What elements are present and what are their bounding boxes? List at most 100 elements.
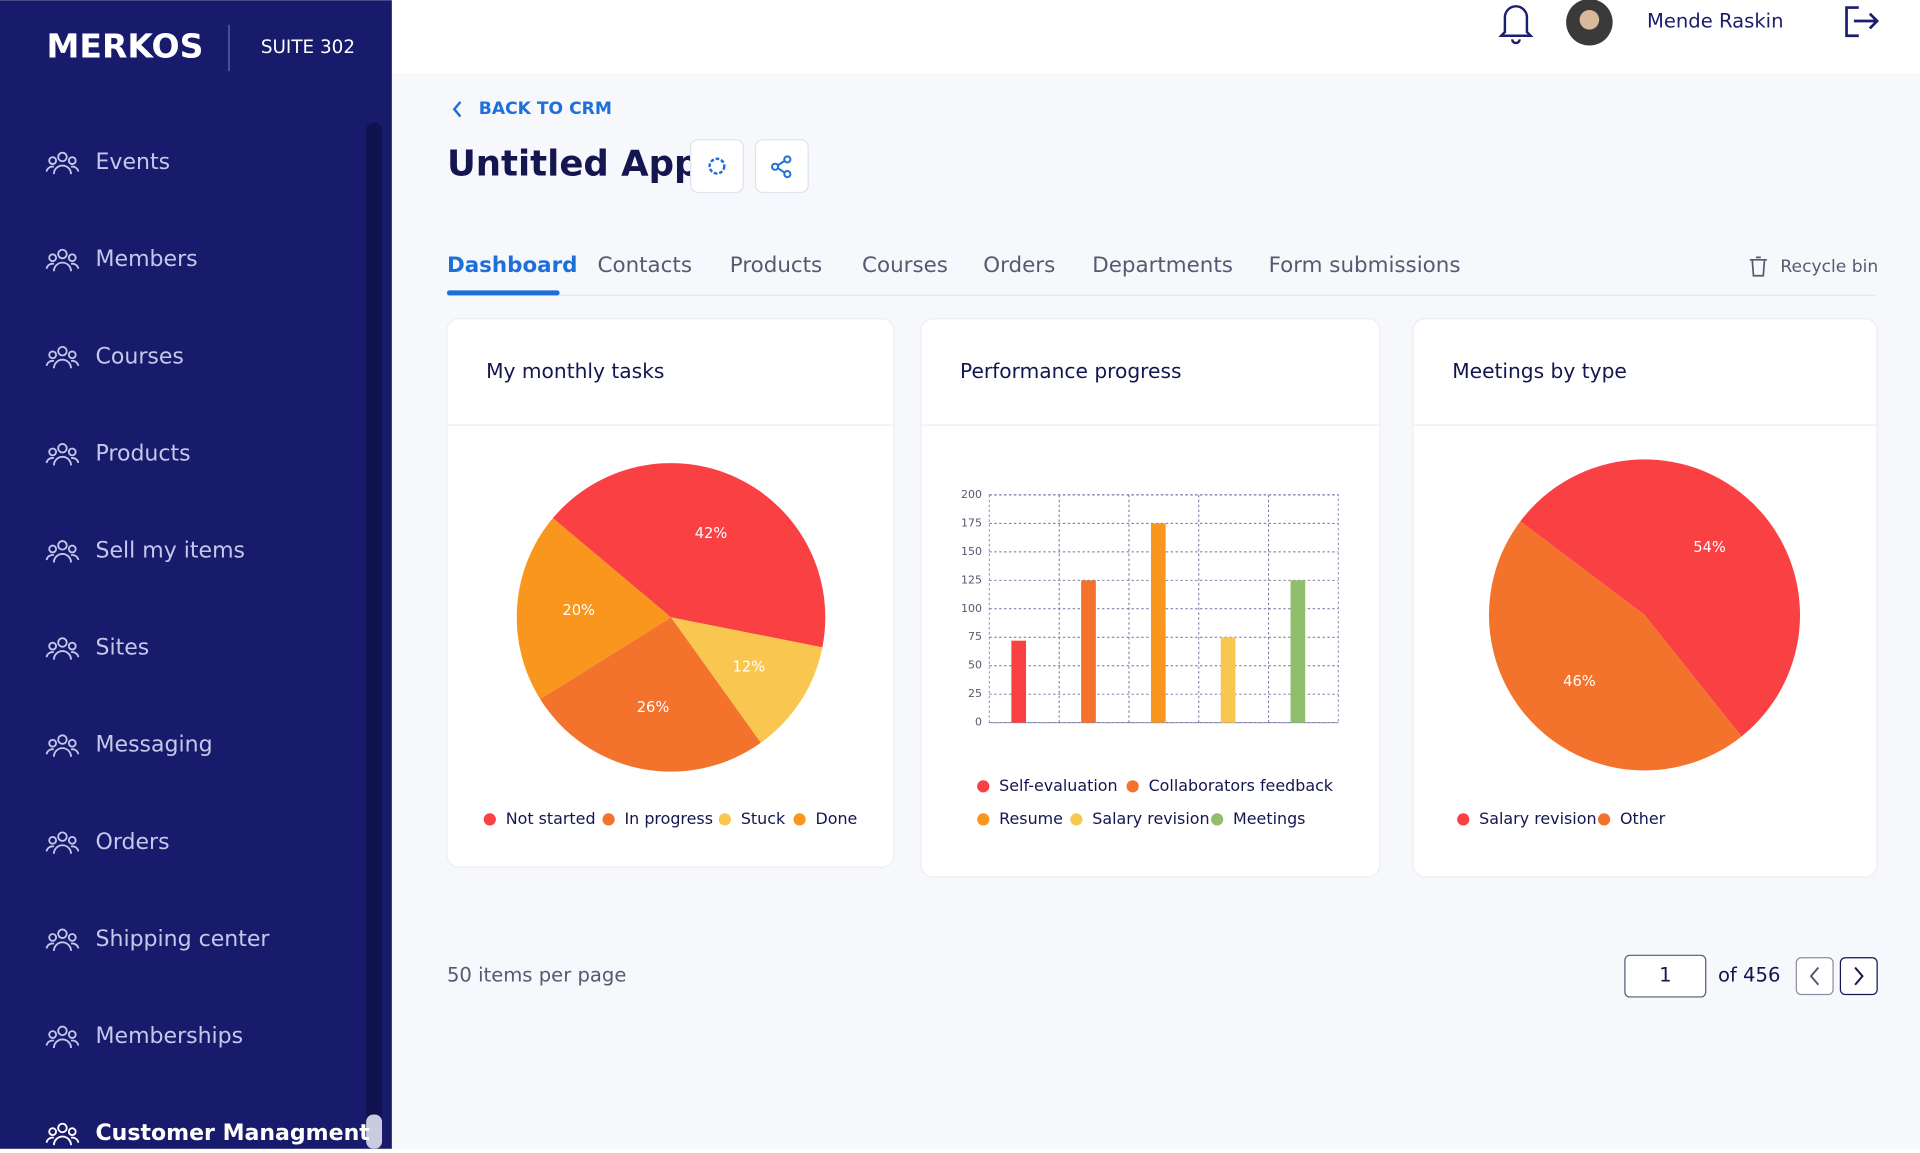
page-count: of 456 — [1718, 964, 1780, 987]
nav-item[interactable]: Sites — [96, 636, 150, 661]
nav-item[interactable]: Memberships — [96, 1024, 244, 1049]
prev-icon — [1809, 966, 1820, 986]
legend-label: Salary revision — [1479, 809, 1596, 828]
nav-icon — [45, 734, 80, 757]
y-tick-label: 175 — [961, 516, 982, 529]
avatar-face — [1579, 10, 1600, 30]
pie-slice — [552, 463, 826, 648]
card-title: My monthly tasks — [486, 359, 664, 383]
slice-label: 20% — [562, 602, 595, 619]
next-button[interactable] — [1839, 957, 1878, 996]
prev-button[interactable] — [1795, 957, 1834, 996]
legend-label: Resume — [999, 809, 1063, 828]
nav-item[interactable]: Courses — [96, 344, 184, 369]
y-tick-label: 25 — [968, 687, 982, 700]
legend-label: Not started — [506, 809, 596, 828]
brand: MERKOS — [47, 26, 204, 65]
nav-icon — [45, 345, 80, 369]
legend-dot — [1070, 813, 1083, 826]
logout[interactable] — [1845, 6, 1880, 38]
pie-slice — [1520, 459, 1800, 737]
share-icon — [771, 155, 792, 179]
y-tick-label: 0 — [975, 716, 982, 729]
legend-dot — [1597, 813, 1611, 826]
legend-label: Salary revision — [1092, 809, 1209, 828]
share-button[interactable] — [754, 139, 809, 194]
legend-dot — [977, 780, 990, 793]
suite: SUITE 302 — [261, 37, 355, 58]
nav-icon — [45, 540, 80, 563]
nav-item[interactable]: Members — [96, 247, 198, 272]
nav-icon — [45, 443, 80, 466]
pie-slice — [1488, 521, 1742, 771]
bar — [1081, 580, 1096, 723]
y-tick-label: 150 — [961, 545, 982, 558]
slice-label: 54% — [1693, 539, 1726, 556]
tab[interactable]: Orders — [983, 253, 1055, 278]
nav-item[interactable]: Events — [96, 150, 171, 175]
pie-slice — [671, 617, 823, 743]
slice-label: 26% — [637, 699, 670, 716]
scroll-thumb[interactable] — [366, 1114, 383, 1149]
page-input[interactable] — [1624, 954, 1707, 998]
tab[interactable]: Products — [730, 253, 822, 278]
card — [920, 317, 1381, 878]
legend-label: Meetings — [1233, 809, 1305, 828]
y-tick-label: 125 — [961, 573, 982, 586]
app-title: Untitled App — [447, 144, 700, 185]
back-icon[interactable] — [452, 101, 462, 118]
nav-icon — [45, 1025, 80, 1049]
nav-item[interactable]: Orders — [96, 830, 170, 855]
legend-label: Done — [816, 809, 858, 828]
legend-label: Collaborators feedback — [1149, 776, 1334, 795]
nav-icon — [45, 1122, 80, 1146]
scroll-track — [366, 122, 383, 1149]
tab[interactable]: Form submissions — [1269, 253, 1461, 278]
legend-dot — [977, 813, 990, 826]
y-tick-label: 100 — [961, 602, 982, 615]
slice-label: 46% — [1563, 673, 1596, 690]
per-page[interactable]: 50 items per page — [447, 964, 626, 987]
next-icon — [1854, 966, 1864, 986]
nav-item[interactable]: Products — [96, 441, 191, 466]
tab[interactable]: Dashboard — [447, 253, 578, 278]
tab[interactable]: Departments — [1092, 253, 1233, 278]
legend-dot — [602, 813, 615, 826]
page-number[interactable]: 1 — [1659, 964, 1671, 987]
tab[interactable]: Contacts — [598, 253, 692, 278]
tab[interactable]: Courses — [862, 253, 948, 278]
legend-dot — [718, 813, 732, 826]
nav-item[interactable]: Messaging — [96, 733, 213, 758]
nav-icon — [45, 928, 80, 952]
legend-label: Self-evaluation — [999, 776, 1117, 795]
legend-dot — [1126, 780, 1139, 793]
tab-indicator — [446, 290, 560, 296]
y-tick-label: 200 — [961, 488, 982, 501]
y-tick-label: 75 — [968, 630, 982, 643]
legend-label: Stuck — [741, 809, 786, 828]
trash-icon[interactable] — [1749, 256, 1767, 277]
bar — [1150, 523, 1166, 723]
legend-label: Other — [1620, 809, 1666, 828]
bell[interactable] — [1498, 5, 1534, 45]
card-title: Meetings by type — [1452, 359, 1627, 383]
sidebar — [0, 0, 392, 1149]
settings-button[interactable] — [690, 139, 744, 194]
nav-item[interactable]: Sell my items — [96, 538, 246, 563]
nav-item[interactable]: Shipping center — [96, 927, 271, 952]
legend-dot — [793, 813, 806, 826]
back-link[interactable]: BACK TO CRM — [479, 99, 612, 119]
settings-icon — [708, 157, 726, 175]
pie-slice — [540, 617, 761, 772]
legend-dot — [483, 813, 496, 826]
nav-item[interactable]: Customer Managment — [96, 1121, 371, 1146]
y-tick-label: 50 — [968, 659, 982, 672]
nav-icon — [45, 151, 80, 175]
bar — [1220, 637, 1236, 723]
legend-dot — [1457, 813, 1470, 826]
slice-label: 42% — [695, 525, 728, 542]
user-name[interactable]: Mende Raskin — [1647, 10, 1784, 33]
nav-icon — [45, 831, 80, 854]
recycle-bin[interactable]: Recycle bin — [1780, 257, 1878, 277]
